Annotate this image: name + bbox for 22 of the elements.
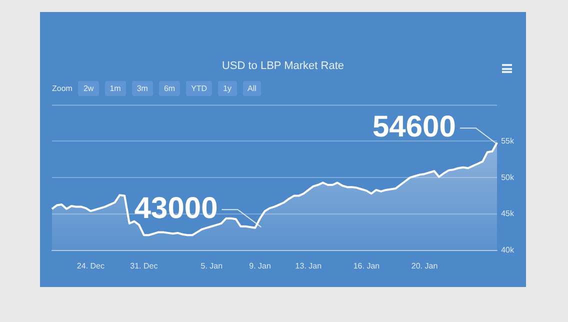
x-tick-label: 31. Dec	[130, 261, 158, 270]
text: 2w	[78, 81, 99, 96]
annotation: 43000	[134, 192, 218, 225]
x-tick-label: 5. Jan	[200, 261, 223, 270]
x-tick-label: 9. Jan	[249, 261, 271, 270]
text: 3m	[132, 81, 153, 96]
text: All	[242, 81, 262, 96]
annotation: 54600	[372, 110, 456, 144]
y-tick-label: 40k	[501, 246, 515, 255]
y-tick-label: 45k	[501, 209, 515, 218]
chart-title: USD to LBP Market Rate	[220, 60, 346, 72]
y-tick-label: 55k	[501, 136, 515, 146]
x-tick-label: 13. Jan	[295, 261, 322, 270]
x-tick-label: 24. Dec	[76, 261, 104, 270]
text: Zoom	[52, 84, 72, 93]
text: YTD	[186, 81, 212, 96]
text: 1m	[104, 81, 126, 96]
x-tick-label: 20. Jan	[411, 261, 438, 270]
text: 1y	[218, 81, 237, 96]
text: 6m	[158, 81, 180, 96]
x-tick-label: 16. Jan	[353, 261, 380, 270]
y-tick-label: 50k	[501, 172, 515, 182]
